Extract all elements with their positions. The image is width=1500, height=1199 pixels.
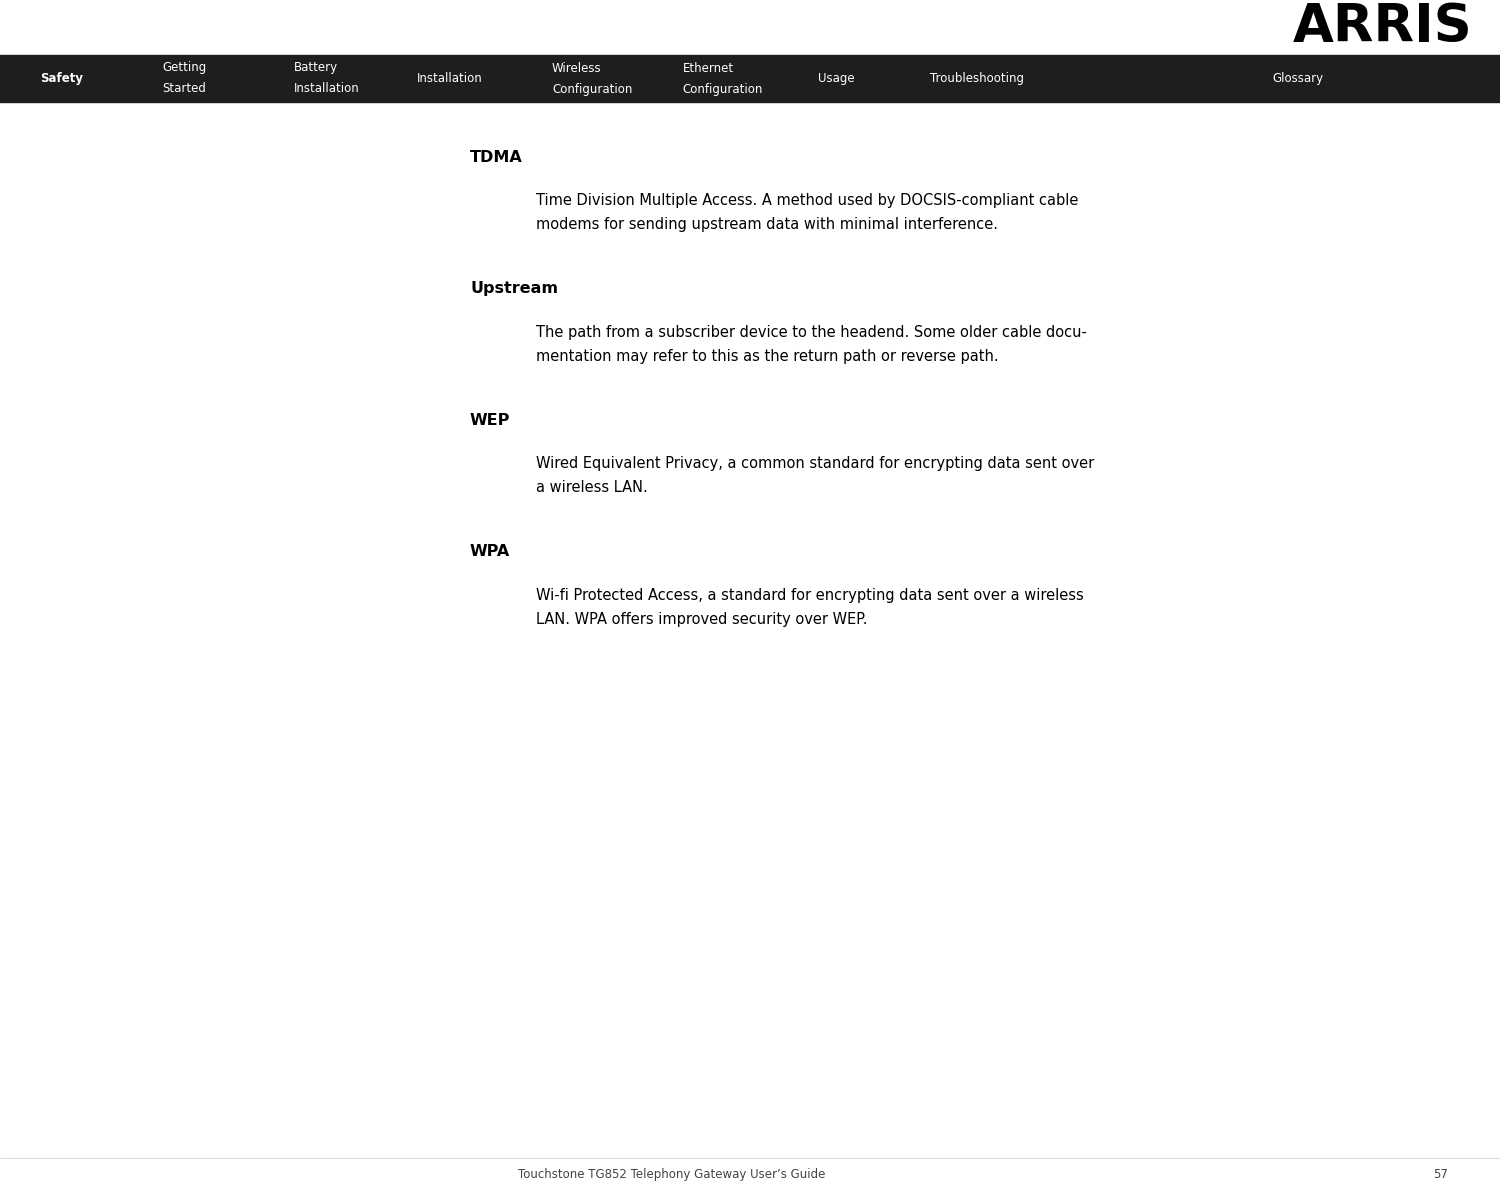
Text: LAN. WPA offers improved security over WEP.: LAN. WPA offers improved security over W…: [536, 611, 867, 627]
Text: Troubleshooting: Troubleshooting: [930, 72, 1024, 85]
Text: Installation: Installation: [417, 72, 483, 85]
Text: Installation: Installation: [294, 83, 360, 96]
Text: ARRIS: ARRIS: [1292, 1, 1472, 54]
Text: Ethernet: Ethernet: [682, 61, 734, 74]
Text: Getting: Getting: [162, 61, 206, 74]
Text: Configuration: Configuration: [682, 83, 764, 96]
Text: WPA: WPA: [470, 544, 510, 559]
Text: TDMA: TDMA: [470, 150, 522, 165]
Text: modems for sending upstream data with minimal interference.: modems for sending upstream data with mi…: [536, 217, 998, 233]
Text: Time Division Multiple Access. A method used by DOCSIS-compliant cable: Time Division Multiple Access. A method …: [536, 193, 1078, 209]
Text: Battery: Battery: [294, 61, 338, 74]
Text: Usage: Usage: [818, 72, 854, 85]
Bar: [0, 55, 1500, 102]
Text: Configuration: Configuration: [552, 83, 633, 96]
Text: Safety: Safety: [40, 72, 84, 85]
Text: Touchstone TG852 Telephony Gateway User’s Guide: Touchstone TG852 Telephony Gateway User’…: [518, 1168, 825, 1181]
Text: WEP: WEP: [470, 412, 510, 428]
Text: a wireless LAN.: a wireless LAN.: [536, 481, 648, 495]
Text: Glossary: Glossary: [1272, 72, 1323, 85]
Text: Started: Started: [162, 83, 206, 96]
Text: mentation may refer to this as the return path or reverse path.: mentation may refer to this as the retur…: [536, 349, 999, 363]
Text: Wi-fi Protected Access, a standard for encrypting data sent over a wireless: Wi-fi Protected Access, a standard for e…: [536, 588, 1083, 603]
Text: Wireless: Wireless: [552, 61, 602, 74]
Text: The path from a subscriber device to the headend. Some older cable docu-: The path from a subscriber device to the…: [536, 325, 1088, 339]
Text: Wired Equivalent Privacy, a common standard for encrypting data sent over: Wired Equivalent Privacy, a common stand…: [536, 456, 1094, 471]
Text: 57: 57: [1432, 1168, 1448, 1181]
Text: Upstream: Upstream: [470, 282, 558, 296]
